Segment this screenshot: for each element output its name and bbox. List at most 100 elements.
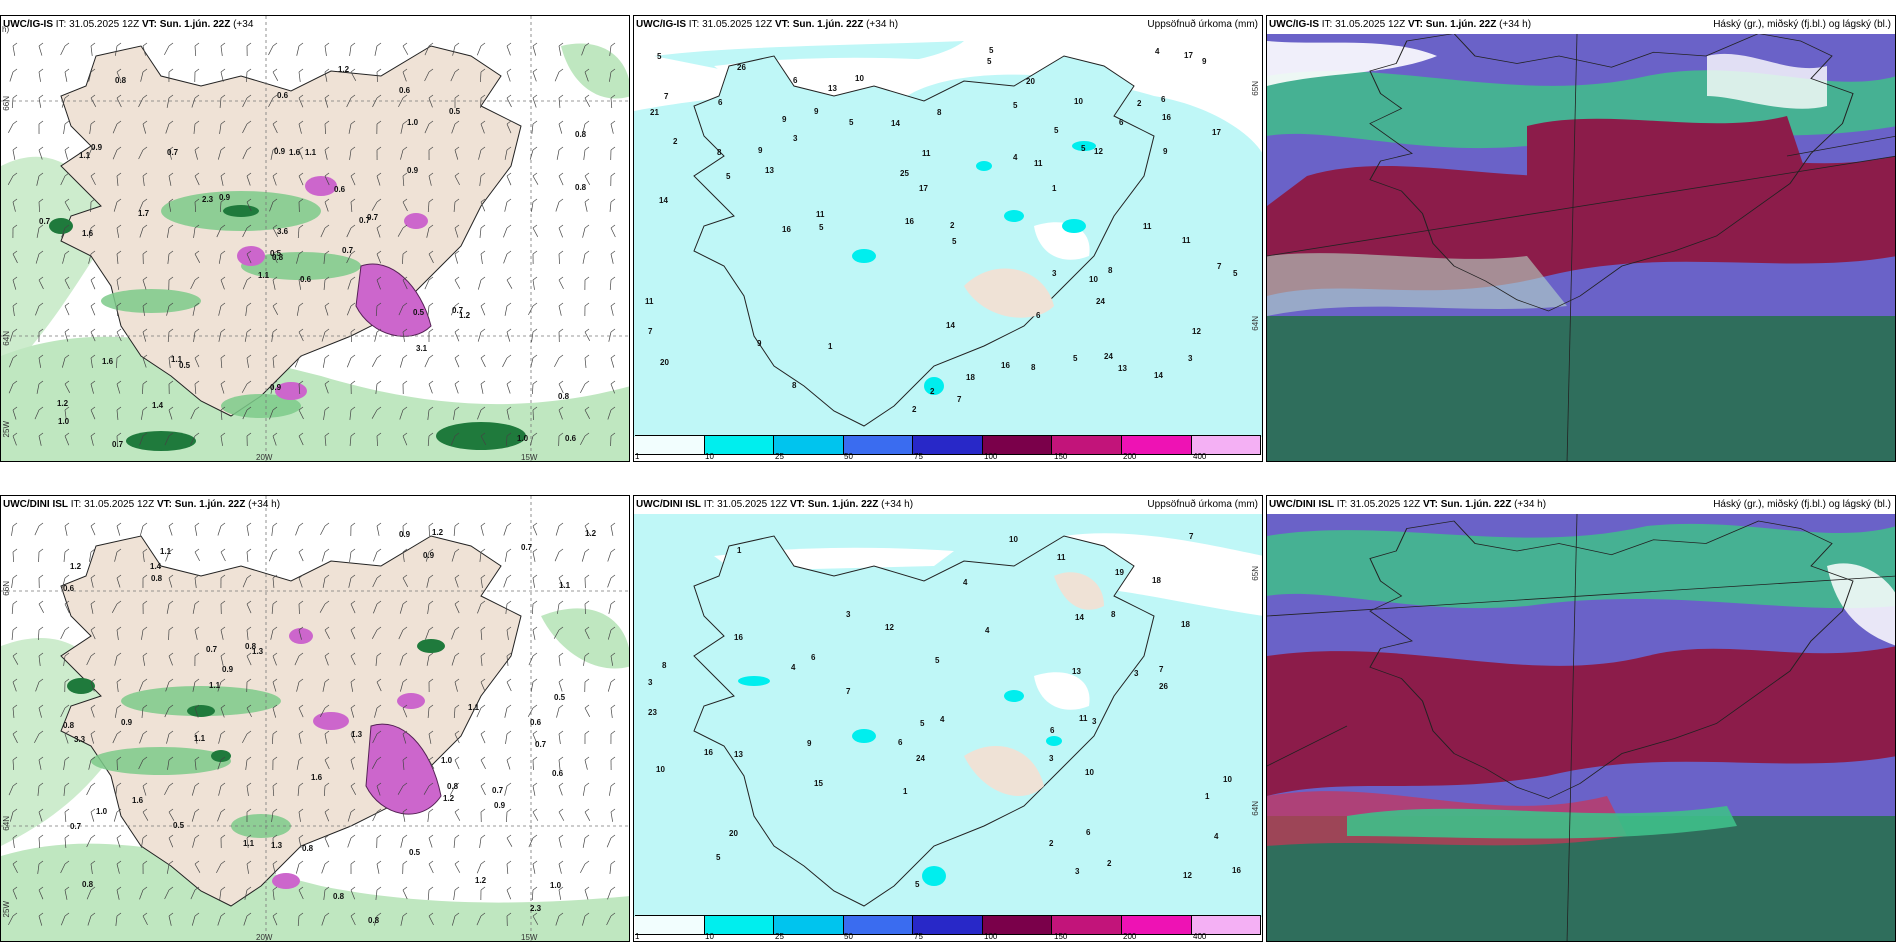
wind-barb-feather — [168, 808, 174, 813]
map-value-label: 16 — [905, 217, 914, 226]
wind-barb-feather — [142, 652, 148, 657]
wind-barb — [220, 655, 224, 666]
wind-barb-feather — [168, 730, 174, 735]
wind-barb — [322, 681, 326, 692]
wind-barb — [242, 733, 248, 744]
wind-barb — [584, 525, 590, 536]
wind-barb-feather — [350, 406, 356, 411]
legend-tick-label: 10 — [705, 932, 714, 941]
map-value-label: 0.6 — [300, 275, 312, 284]
wind-barb-feather — [64, 354, 70, 359]
precip-legend: 1 10 25 50 75 100 150 200 400 — [634, 915, 1262, 941]
wind-barb-feather — [38, 626, 44, 631]
wind-barb-feather — [324, 276, 330, 281]
wind-barb — [167, 253, 170, 264]
map-value-label: 18 — [966, 373, 975, 382]
wind-barb — [60, 863, 66, 874]
wind-barb-feather — [220, 198, 226, 203]
wind-barb — [428, 175, 432, 186]
wind-barb-feather — [246, 250, 252, 255]
wind-barb-feather — [12, 380, 18, 385]
wind-barb — [454, 175, 460, 186]
wind-barb-feather — [38, 224, 44, 229]
wind-barb — [298, 331, 304, 342]
map-value-label: 11 — [816, 210, 825, 219]
wind-barb-feather — [454, 68, 460, 73]
wind-barb-feather — [168, 860, 174, 865]
map-value-label: 0.8 — [82, 880, 94, 889]
wind-barb — [217, 681, 222, 692]
wind-barb — [450, 785, 456, 796]
wind-barb-feather — [298, 756, 304, 761]
wind-barb — [90, 97, 97, 107]
wind-barb — [324, 435, 327, 446]
wind-barb-feather — [506, 94, 512, 99]
wind-barb-feather — [402, 406, 408, 411]
wind-barb-feather — [402, 886, 408, 891]
wind-barb — [167, 227, 170, 238]
wind-barb — [60, 707, 66, 718]
map-value-label: 8 — [1031, 363, 1036, 372]
wind-barb — [220, 45, 223, 56]
map-value-label: 9 — [807, 739, 812, 748]
wind-barb — [217, 759, 222, 770]
wind-barb — [88, 71, 92, 82]
wind-barb — [558, 577, 564, 588]
wind-barb — [297, 785, 300, 796]
map-value-label: 5 — [915, 880, 920, 889]
wind-barb-feather — [116, 808, 122, 813]
wind-barb-feather — [38, 574, 44, 579]
wind-barb-feather — [350, 354, 356, 359]
map-value-label: 1.2 — [338, 65, 350, 74]
wind-barb — [9, 71, 14, 82]
wind-barb — [454, 149, 459, 160]
wind-barb — [451, 915, 456, 926]
wind-barb — [220, 629, 224, 640]
lat-label: 66N — [2, 96, 11, 111]
wind-barb-feather — [64, 120, 70, 125]
wind-barb-feather — [376, 276, 382, 281]
wind-barb — [142, 279, 147, 290]
map-value-label: 1.2 — [443, 794, 455, 803]
wind-barb — [506, 759, 511, 770]
wind-barb — [142, 551, 145, 562]
wind-barb — [506, 837, 513, 847]
wind-barb — [402, 889, 408, 900]
wind-barb-feather — [142, 886, 148, 891]
wind-barb — [164, 435, 170, 446]
wind-barb — [116, 97, 122, 108]
wind-barb-feather — [610, 808, 616, 813]
wind-barb-feather — [168, 224, 174, 229]
wind-barb — [218, 305, 222, 316]
wind-barb — [35, 305, 40, 316]
map-value-label: 4 — [1013, 153, 1018, 162]
wind-barb — [242, 409, 248, 420]
map-value-label: 7 — [1189, 532, 1194, 541]
wind-barb-feather — [272, 522, 278, 527]
wind-barb-feather — [38, 678, 44, 683]
wind-barb-feather — [246, 600, 252, 605]
wind-barb — [12, 45, 16, 56]
wind-barb — [346, 227, 352, 238]
wind-barb — [220, 279, 225, 290]
wind-barb — [480, 759, 486, 770]
wind-barb-feather — [454, 652, 460, 657]
map-value-label: 10 — [1223, 775, 1232, 784]
wind-barb — [298, 707, 304, 718]
wind-barb-feather — [428, 302, 434, 307]
wind-barb-feather — [90, 276, 96, 281]
wind-barb-feather — [402, 756, 408, 761]
wind-barb — [349, 45, 352, 56]
wind-barb — [427, 435, 430, 446]
wind-barb — [168, 149, 172, 160]
wind-barb-feather — [38, 600, 44, 605]
wind-barb — [112, 149, 118, 160]
wind-barb — [216, 863, 222, 874]
wind-barb-feather — [480, 68, 486, 73]
map-value-label: 11 — [645, 297, 654, 306]
wind-barb-feather — [168, 380, 174, 385]
map-value-label: 2 — [1137, 99, 1142, 108]
wind-barb — [86, 889, 92, 900]
wind-barb — [298, 175, 304, 186]
wind-barb — [350, 889, 356, 900]
